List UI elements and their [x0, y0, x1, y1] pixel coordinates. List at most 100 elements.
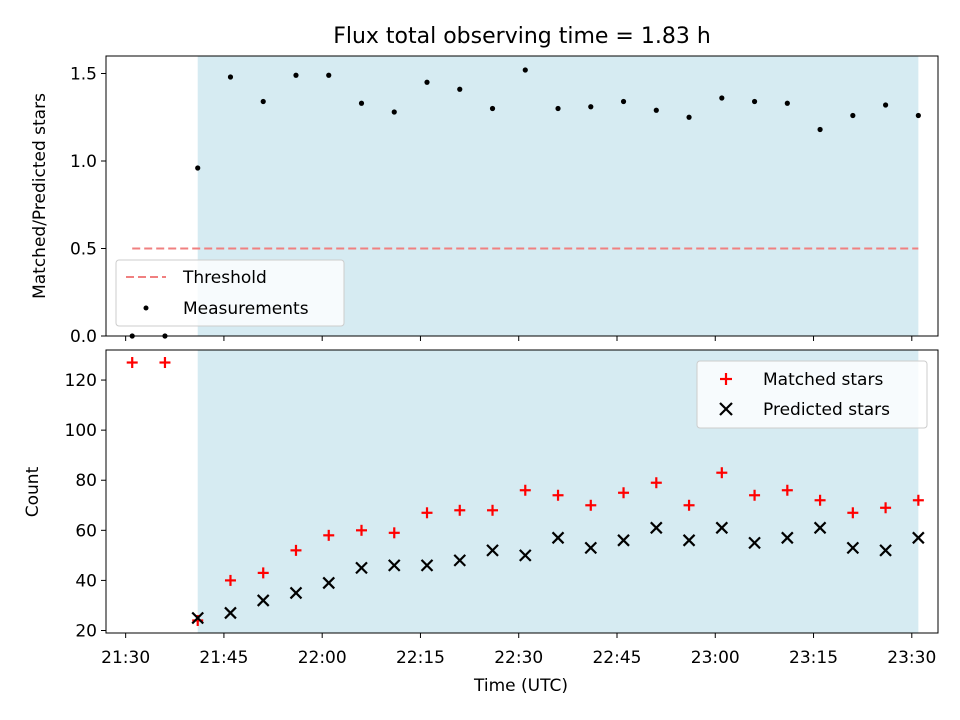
matched-star-point [716, 467, 728, 479]
matched-star-point [487, 504, 499, 516]
matched-star-point [683, 499, 695, 511]
count-ytick-label: 120 [65, 371, 97, 391]
count-ytick-label: 80 [75, 471, 97, 491]
predicted-star-point [781, 531, 794, 545]
count-ytick-label: 20 [75, 621, 97, 641]
ratio-ytick-label: 0.5 [70, 240, 97, 260]
matched-star-point [519, 484, 531, 496]
predicted-star-point [715, 521, 729, 535]
legend-measurements-label: Measurements [183, 299, 309, 319]
predicted-star-point [420, 559, 434, 572]
matched-star-point [355, 524, 367, 536]
count-plot-frame [105, 349, 939, 634]
predicted-star-point [191, 611, 204, 625]
figure-title: Flux total observing time = 1.83 h [333, 24, 711, 49]
ratio-y-axis-label: Matched/Predicted stars [30, 93, 50, 299]
matched-star-point [847, 507, 859, 519]
matched-star-point [585, 499, 597, 511]
xtick-label: 22:30 [494, 648, 543, 668]
predicted-star-point [322, 576, 336, 590]
ratio-legend-box [115, 259, 345, 327]
matched-star-point [388, 527, 400, 539]
count-ytick-label: 60 [75, 521, 97, 541]
legend-matched-swatch [720, 373, 732, 385]
matched-star-point [224, 574, 236, 586]
predicted-star-point [846, 541, 860, 555]
xtick-label: 23:15 [789, 648, 838, 668]
measurement-point [195, 165, 201, 171]
xtick-label: 23:30 [887, 648, 936, 668]
matched-star-point [880, 502, 892, 514]
ratio-ytick-label: 0.0 [70, 327, 97, 347]
legend-threshold-label: Threshold [182, 268, 267, 288]
count-ytick-label: 40 [75, 571, 97, 591]
xtick-label: 21:45 [199, 648, 248, 668]
count-legend-box [696, 360, 928, 429]
count-ytick-label: 100 [65, 421, 97, 441]
matched-star-point [552, 489, 564, 501]
predicted-star-point [453, 554, 467, 567]
legend-matched-label: Matched stars [763, 370, 883, 390]
legend-measurements-swatch [143, 305, 149, 311]
xtick-label: 21:30 [101, 648, 150, 668]
xtick-label: 22:00 [298, 648, 347, 668]
count-panel: 20 40 60 80 100 120 21:30 21:45 22:00 22:15 22:30… [23, 349, 939, 696]
matched-star-point [912, 494, 924, 506]
matched-star-point [421, 507, 433, 519]
xtick-label: 22:45 [592, 648, 641, 668]
measurement-point [391, 109, 397, 115]
xtick-label: 22:15 [396, 648, 445, 668]
ratio-ytick-label: 1.0 [70, 152, 97, 172]
measurement-point [751, 98, 758, 105]
predicted-star-point [748, 536, 761, 550]
measurement-point [555, 105, 561, 112]
ratio-legend: Threshold Measurements [115, 259, 345, 327]
predicted-star-point [355, 561, 368, 575]
measurement-point [653, 107, 659, 113]
ratio-panel: 0.0 0.5 1.0 1.5 Matched/Predicted stars Thr… [30, 55, 939, 347]
matched-star-point [323, 529, 335, 541]
measurement-point [882, 102, 889, 108]
measurement-point [620, 98, 627, 105]
measurement-point [293, 72, 299, 78]
xtick-label: 23:00 [691, 648, 740, 668]
measurement-point [522, 67, 528, 73]
predicted-star-point [387, 559, 401, 572]
measurement-point [915, 112, 921, 119]
measurement-point [457, 86, 463, 92]
measurement-point [260, 98, 266, 105]
measurement-point [850, 112, 856, 119]
predicted-star-point [617, 534, 630, 547]
x-axis-label: Time (UTC) [473, 676, 568, 696]
matched-star-point [257, 567, 269, 579]
measurement-point [358, 100, 365, 106]
predicted-star-point [224, 606, 237, 620]
predicted-star-point [584, 541, 598, 555]
predicted-star-point [256, 594, 270, 607]
measurement-point [227, 74, 234, 80]
matched-star-point [126, 357, 138, 369]
ratio-plot-frame [105, 55, 939, 337]
matched-star-point [159, 357, 171, 369]
matched-star-point [650, 477, 662, 489]
legend-predicted-swatch [719, 402, 733, 416]
predicted-star-point [289, 586, 303, 600]
matched-star-point [618, 487, 630, 499]
count-y-axis-label: Count [23, 466, 43, 517]
measurement-point [326, 72, 332, 78]
measurement-point [489, 105, 496, 112]
predicted-star-point [650, 521, 663, 535]
matched-star-point [749, 489, 761, 501]
matched-star-point [290, 544, 302, 556]
measurement-point [588, 104, 594, 110]
measurement-point [817, 126, 823, 133]
ratio-ytick-label: 1.5 [70, 65, 97, 85]
count-legend: Matched stars Predicted stars [696, 360, 928, 429]
predicted-star-point [912, 531, 925, 545]
predicted-star-point [551, 531, 565, 545]
measurement-point [784, 100, 790, 106]
measurement-point [424, 79, 430, 85]
matched-star-point [781, 484, 793, 496]
predicted-star-point [486, 544, 499, 557]
